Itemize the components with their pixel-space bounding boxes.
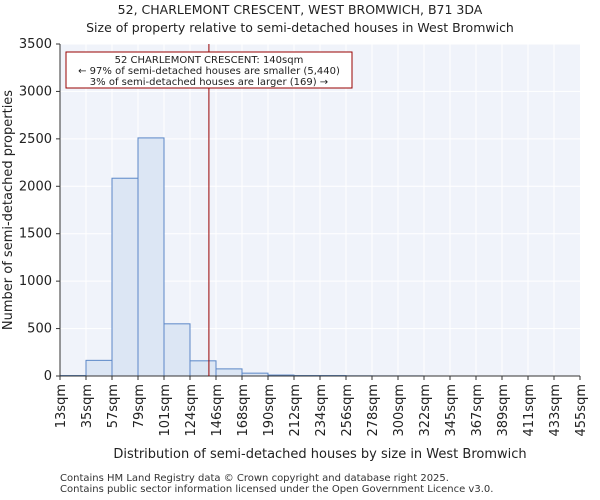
- x-tick-label: 57sqm: [106, 384, 121, 428]
- annotation-line: 3% of semi-detached houses are larger (1…: [90, 77, 328, 88]
- x-tick-label: 322sqm: [418, 384, 433, 437]
- x-axis-label: Distribution of semi-detached houses by …: [113, 447, 526, 462]
- histogram-bar: [163, 323, 191, 377]
- x-tick-label: 190sqm: [262, 384, 277, 437]
- y-axis-label: Number of semi-detached properties: [1, 90, 16, 330]
- x-tick-label: 212sqm: [288, 384, 303, 437]
- annotation-line: ← 97% of semi-detached houses are smalle…: [78, 66, 340, 77]
- x-tick-label: 411sqm: [522, 384, 537, 437]
- footer-line-2: Contains public sector information licen…: [60, 484, 494, 495]
- y-tick-label: 0: [44, 369, 52, 384]
- histogram-bar: [85, 359, 113, 377]
- x-tick-label: 300sqm: [392, 384, 407, 437]
- x-tick-label: 234sqm: [314, 384, 329, 437]
- x-tick-label: 389sqm: [496, 384, 511, 437]
- y-tick-label: 2500: [19, 132, 52, 147]
- y-tick-label: 500: [27, 322, 52, 337]
- annotation-box: [65, 51, 353, 89]
- x-tick-label: 79sqm: [132, 384, 147, 428]
- x-tick-label: 101sqm: [158, 384, 173, 437]
- histogram-bar: [189, 360, 217, 377]
- annotation-line: 52 CHARLEMONT CRESCENT: 140sqm: [115, 55, 304, 66]
- x-tick-label: 367sqm: [470, 384, 485, 437]
- x-tick-label: 168sqm: [236, 384, 251, 437]
- x-tick-label: 455sqm: [574, 384, 589, 437]
- x-tick-label: 13sqm: [54, 384, 69, 428]
- y-tick-label: 3000: [19, 84, 52, 99]
- y-tick-label: 3500: [19, 37, 52, 52]
- x-tick-label: 256sqm: [340, 384, 355, 437]
- chart-title: 52, CHARLEMONT CRESCENT, WEST BROMWICH, …: [117, 2, 483, 17]
- y-tick-label: 1500: [19, 227, 52, 242]
- x-tick-label: 433sqm: [548, 384, 563, 437]
- x-tick-label: 345sqm: [444, 384, 459, 437]
- x-tick-label: 278sqm: [366, 384, 381, 437]
- y-tick-label: 1000: [19, 274, 52, 289]
- histogram-bar: [137, 137, 165, 377]
- x-tick-label: 124sqm: [184, 384, 199, 437]
- histogram-bar: [111, 177, 139, 377]
- footer-line-1: Contains HM Land Registry data © Crown c…: [60, 473, 449, 484]
- histogram-bar: [215, 368, 243, 377]
- chart-subtitle: Size of property relative to semi-detach…: [86, 20, 514, 35]
- x-tick-label: 146sqm: [210, 384, 225, 437]
- y-tick-label: 2000: [19, 179, 52, 194]
- x-tick-label: 35sqm: [80, 384, 95, 428]
